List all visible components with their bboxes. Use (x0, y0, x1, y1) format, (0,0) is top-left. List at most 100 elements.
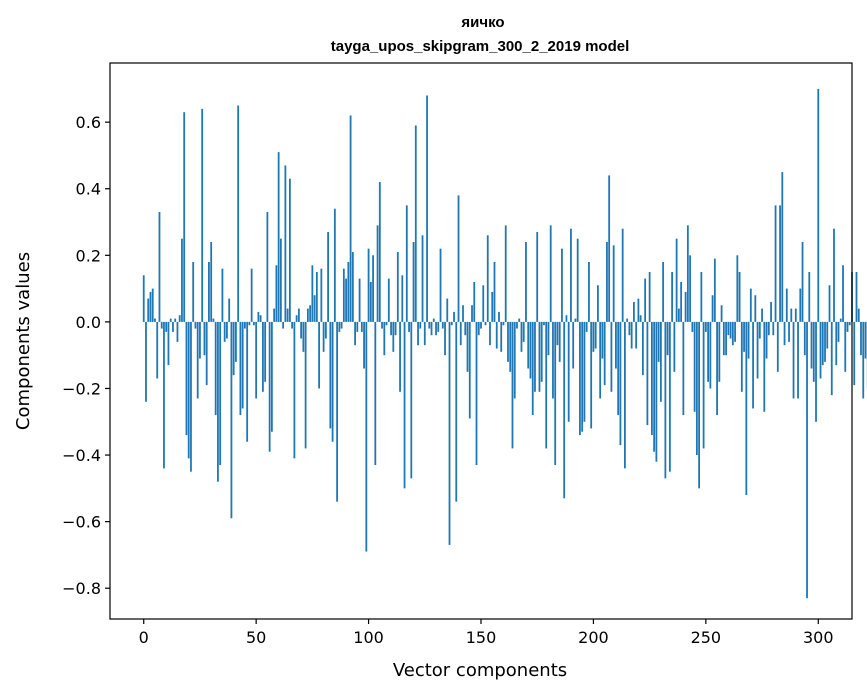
bar-213 (621, 228, 624, 322)
bar-127 (428, 321, 431, 329)
bar-59 (275, 265, 278, 322)
bar-159 (500, 321, 503, 352)
bar-304 (826, 321, 829, 349)
bar-90 (345, 278, 347, 322)
bar-206 (606, 242, 608, 322)
bar-167 (518, 318, 521, 322)
x-tick-label: 200 (578, 628, 609, 647)
bar-45 (244, 321, 246, 329)
bar-261 (729, 321, 732, 339)
bar-135 (446, 298, 449, 322)
bar-146 (471, 305, 473, 322)
bar-161 (504, 225, 507, 322)
bar-89 (342, 268, 345, 322)
bar-306 (830, 321, 833, 396)
bar-192 (574, 318, 577, 322)
bar-289 (792, 321, 795, 399)
bar-160 (502, 321, 505, 326)
bar-312 (844, 321, 847, 372)
bar-227 (653, 321, 656, 452)
bar-80 (322, 321, 325, 352)
bar-282 (776, 321, 779, 372)
bar-176 (538, 321, 541, 392)
bar-5 (154, 318, 156, 322)
bar-224 (646, 321, 649, 426)
bar-187 (563, 321, 566, 499)
bar-33 (217, 321, 219, 482)
bar-99 (365, 321, 368, 552)
bar-73 (306, 308, 309, 322)
bar-199 (590, 321, 593, 429)
bar-150 (480, 321, 482, 329)
bar-49 (253, 321, 255, 326)
bar-278 (767, 321, 770, 336)
bar-53 (262, 321, 264, 392)
bar-138 (453, 311, 455, 322)
bar-291 (797, 321, 799, 399)
bar-316 (853, 321, 856, 386)
bar-182 (552, 321, 554, 399)
bar-103 (374, 321, 377, 466)
bar-34 (219, 321, 222, 466)
bar-242 (686, 225, 689, 322)
bar-175 (536, 232, 539, 322)
x-tick-label: 50 (246, 628, 266, 647)
x-axis: 0 50 100 150 200 250 300 (139, 619, 834, 647)
bar-41 (235, 321, 237, 362)
bar-287 (788, 321, 790, 342)
bar-25 (199, 321, 201, 359)
bar-262 (731, 321, 734, 346)
bar-71 (302, 321, 305, 352)
bar-116 (403, 321, 406, 489)
bar-202 (597, 285, 599, 322)
bar-239 (680, 281, 683, 322)
bar-189 (567, 321, 570, 422)
bar-38 (228, 298, 231, 322)
bar-28 (205, 321, 208, 386)
bar-7 (158, 212, 161, 322)
bar-171 (527, 321, 530, 369)
x-tick-label: 0 (139, 628, 149, 647)
bar-111 (392, 321, 395, 352)
bar-16 (178, 315, 181, 322)
bar-63 (284, 165, 287, 322)
bar-8 (160, 321, 163, 329)
bar-118 (408, 321, 410, 332)
bar-301 (819, 321, 822, 379)
bar-308 (835, 321, 838, 366)
bar-153 (486, 235, 489, 322)
bar-280 (772, 321, 775, 336)
bar-155 (491, 291, 494, 322)
bar-255 (716, 321, 718, 416)
bar-162 (507, 321, 509, 362)
bar-222 (641, 321, 644, 376)
bar-180 (547, 321, 550, 356)
bar-311 (842, 265, 844, 322)
bar-133 (441, 321, 444, 329)
bar-87 (338, 321, 341, 332)
bar-163 (509, 321, 512, 372)
bar-48 (250, 268, 253, 322)
bar-2 (147, 298, 150, 322)
bar-281 (774, 205, 777, 322)
bar-96 (358, 278, 361, 322)
bar-196 (583, 321, 586, 422)
bar-173 (531, 321, 534, 416)
bar-272 (754, 295, 757, 322)
bar-117 (405, 205, 408, 322)
bar-268 (745, 321, 748, 495)
bar-293 (801, 242, 804, 322)
bar-149 (477, 321, 480, 336)
bar-276 (763, 321, 766, 412)
bar-142 (462, 305, 464, 322)
bar-245 (693, 321, 696, 412)
bar-46 (246, 321, 249, 442)
bar-296 (808, 271, 811, 322)
bar-219 (635, 321, 638, 349)
bar-240 (682, 321, 685, 416)
bar-236 (673, 321, 676, 372)
bar-165 (513, 321, 516, 399)
y-tick-label: −0.6 (62, 513, 101, 532)
bar-130 (435, 321, 437, 336)
bar-107 (383, 321, 386, 356)
